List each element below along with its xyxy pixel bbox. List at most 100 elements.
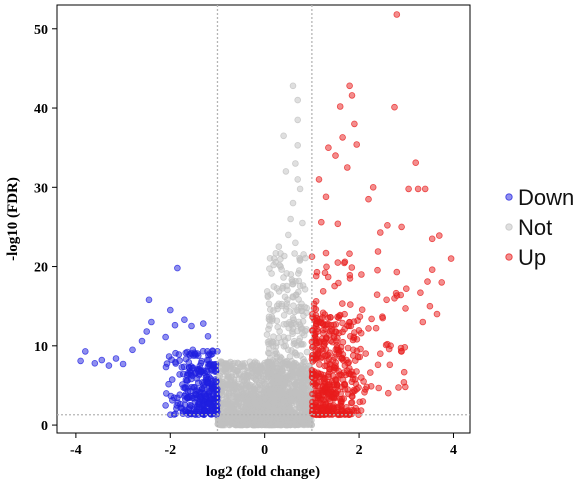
point-up xyxy=(355,384,362,391)
point-not xyxy=(237,395,245,403)
point-not xyxy=(289,199,297,207)
point-up xyxy=(369,184,377,191)
point-not xyxy=(290,302,297,310)
point-up xyxy=(334,220,342,228)
point-up xyxy=(341,362,349,369)
point-up xyxy=(311,382,319,390)
point-up xyxy=(421,185,429,193)
point-up xyxy=(332,152,339,159)
point-not xyxy=(268,361,276,369)
point-not xyxy=(295,277,303,285)
point-down xyxy=(162,402,169,409)
point-down xyxy=(172,349,179,357)
legend-label-not: Not xyxy=(518,215,552,240)
y-tick-label: 30 xyxy=(34,181,48,196)
point-up xyxy=(402,285,410,293)
point-up xyxy=(357,329,365,337)
point-not xyxy=(249,386,256,393)
point-not xyxy=(287,271,295,278)
point-down xyxy=(192,391,200,399)
point-not xyxy=(269,315,276,323)
point-not xyxy=(239,373,246,381)
point-not xyxy=(277,376,284,384)
point-down xyxy=(98,356,106,364)
point-up xyxy=(343,356,350,364)
point-not xyxy=(290,337,298,345)
point-up xyxy=(391,294,398,302)
point-not xyxy=(256,408,264,415)
point-up xyxy=(360,378,367,385)
point-up xyxy=(319,309,327,317)
point-not xyxy=(280,333,288,341)
point-up xyxy=(375,384,383,392)
point-up xyxy=(334,334,341,342)
point-up xyxy=(319,287,327,295)
point-up xyxy=(346,332,354,340)
point-up xyxy=(310,325,318,332)
point-up xyxy=(323,357,331,365)
point-not xyxy=(268,270,275,277)
point-up xyxy=(372,324,380,332)
point-up xyxy=(350,318,358,326)
point-not xyxy=(234,366,242,373)
point-up xyxy=(349,389,356,396)
point-up xyxy=(332,362,339,370)
point-not xyxy=(296,335,304,342)
point-down xyxy=(186,404,194,411)
point-not xyxy=(225,373,233,381)
point-down xyxy=(201,407,209,415)
point-up xyxy=(321,269,329,277)
point-up xyxy=(398,348,405,355)
point-up xyxy=(384,222,391,229)
point-down xyxy=(171,321,179,329)
point-not xyxy=(296,254,303,262)
point-up xyxy=(400,378,408,386)
point-up xyxy=(325,389,333,397)
point-up xyxy=(356,353,364,361)
point-not xyxy=(248,362,255,370)
point-up xyxy=(344,344,352,352)
point-up xyxy=(428,266,436,274)
point-up xyxy=(348,378,356,386)
point-up xyxy=(335,279,342,287)
point-not xyxy=(285,324,293,332)
point-up xyxy=(348,399,356,406)
point-up xyxy=(386,361,394,369)
y-tick-label: 0 xyxy=(41,419,48,434)
point-not xyxy=(302,327,309,335)
point-not xyxy=(231,393,239,401)
point-up xyxy=(426,302,434,310)
point-up xyxy=(348,406,356,414)
point-not xyxy=(296,185,304,193)
point-up xyxy=(419,318,427,326)
point-down xyxy=(172,360,180,367)
point-down xyxy=(204,332,212,340)
point-down xyxy=(182,376,190,384)
point-up xyxy=(310,352,318,359)
point-up xyxy=(348,92,356,99)
point-not xyxy=(266,354,274,362)
point-not xyxy=(299,282,307,289)
point-down xyxy=(169,396,176,404)
point-up xyxy=(349,352,357,359)
point-up xyxy=(320,326,327,334)
point-down xyxy=(82,348,89,355)
point-not xyxy=(281,293,289,301)
point-not xyxy=(265,300,273,308)
point-up xyxy=(315,176,323,183)
point-not xyxy=(229,387,237,395)
point-not xyxy=(232,381,239,389)
point-up xyxy=(393,268,401,276)
point-down xyxy=(105,362,113,369)
point-up xyxy=(339,134,346,141)
point-up xyxy=(320,378,328,385)
point-not xyxy=(283,397,291,405)
point-not xyxy=(238,410,246,418)
point-down xyxy=(211,383,219,391)
y-tick-label: 10 xyxy=(34,340,48,355)
point-down xyxy=(165,380,172,388)
point-not xyxy=(229,360,237,368)
point-down xyxy=(197,368,205,375)
point-not xyxy=(273,350,280,357)
